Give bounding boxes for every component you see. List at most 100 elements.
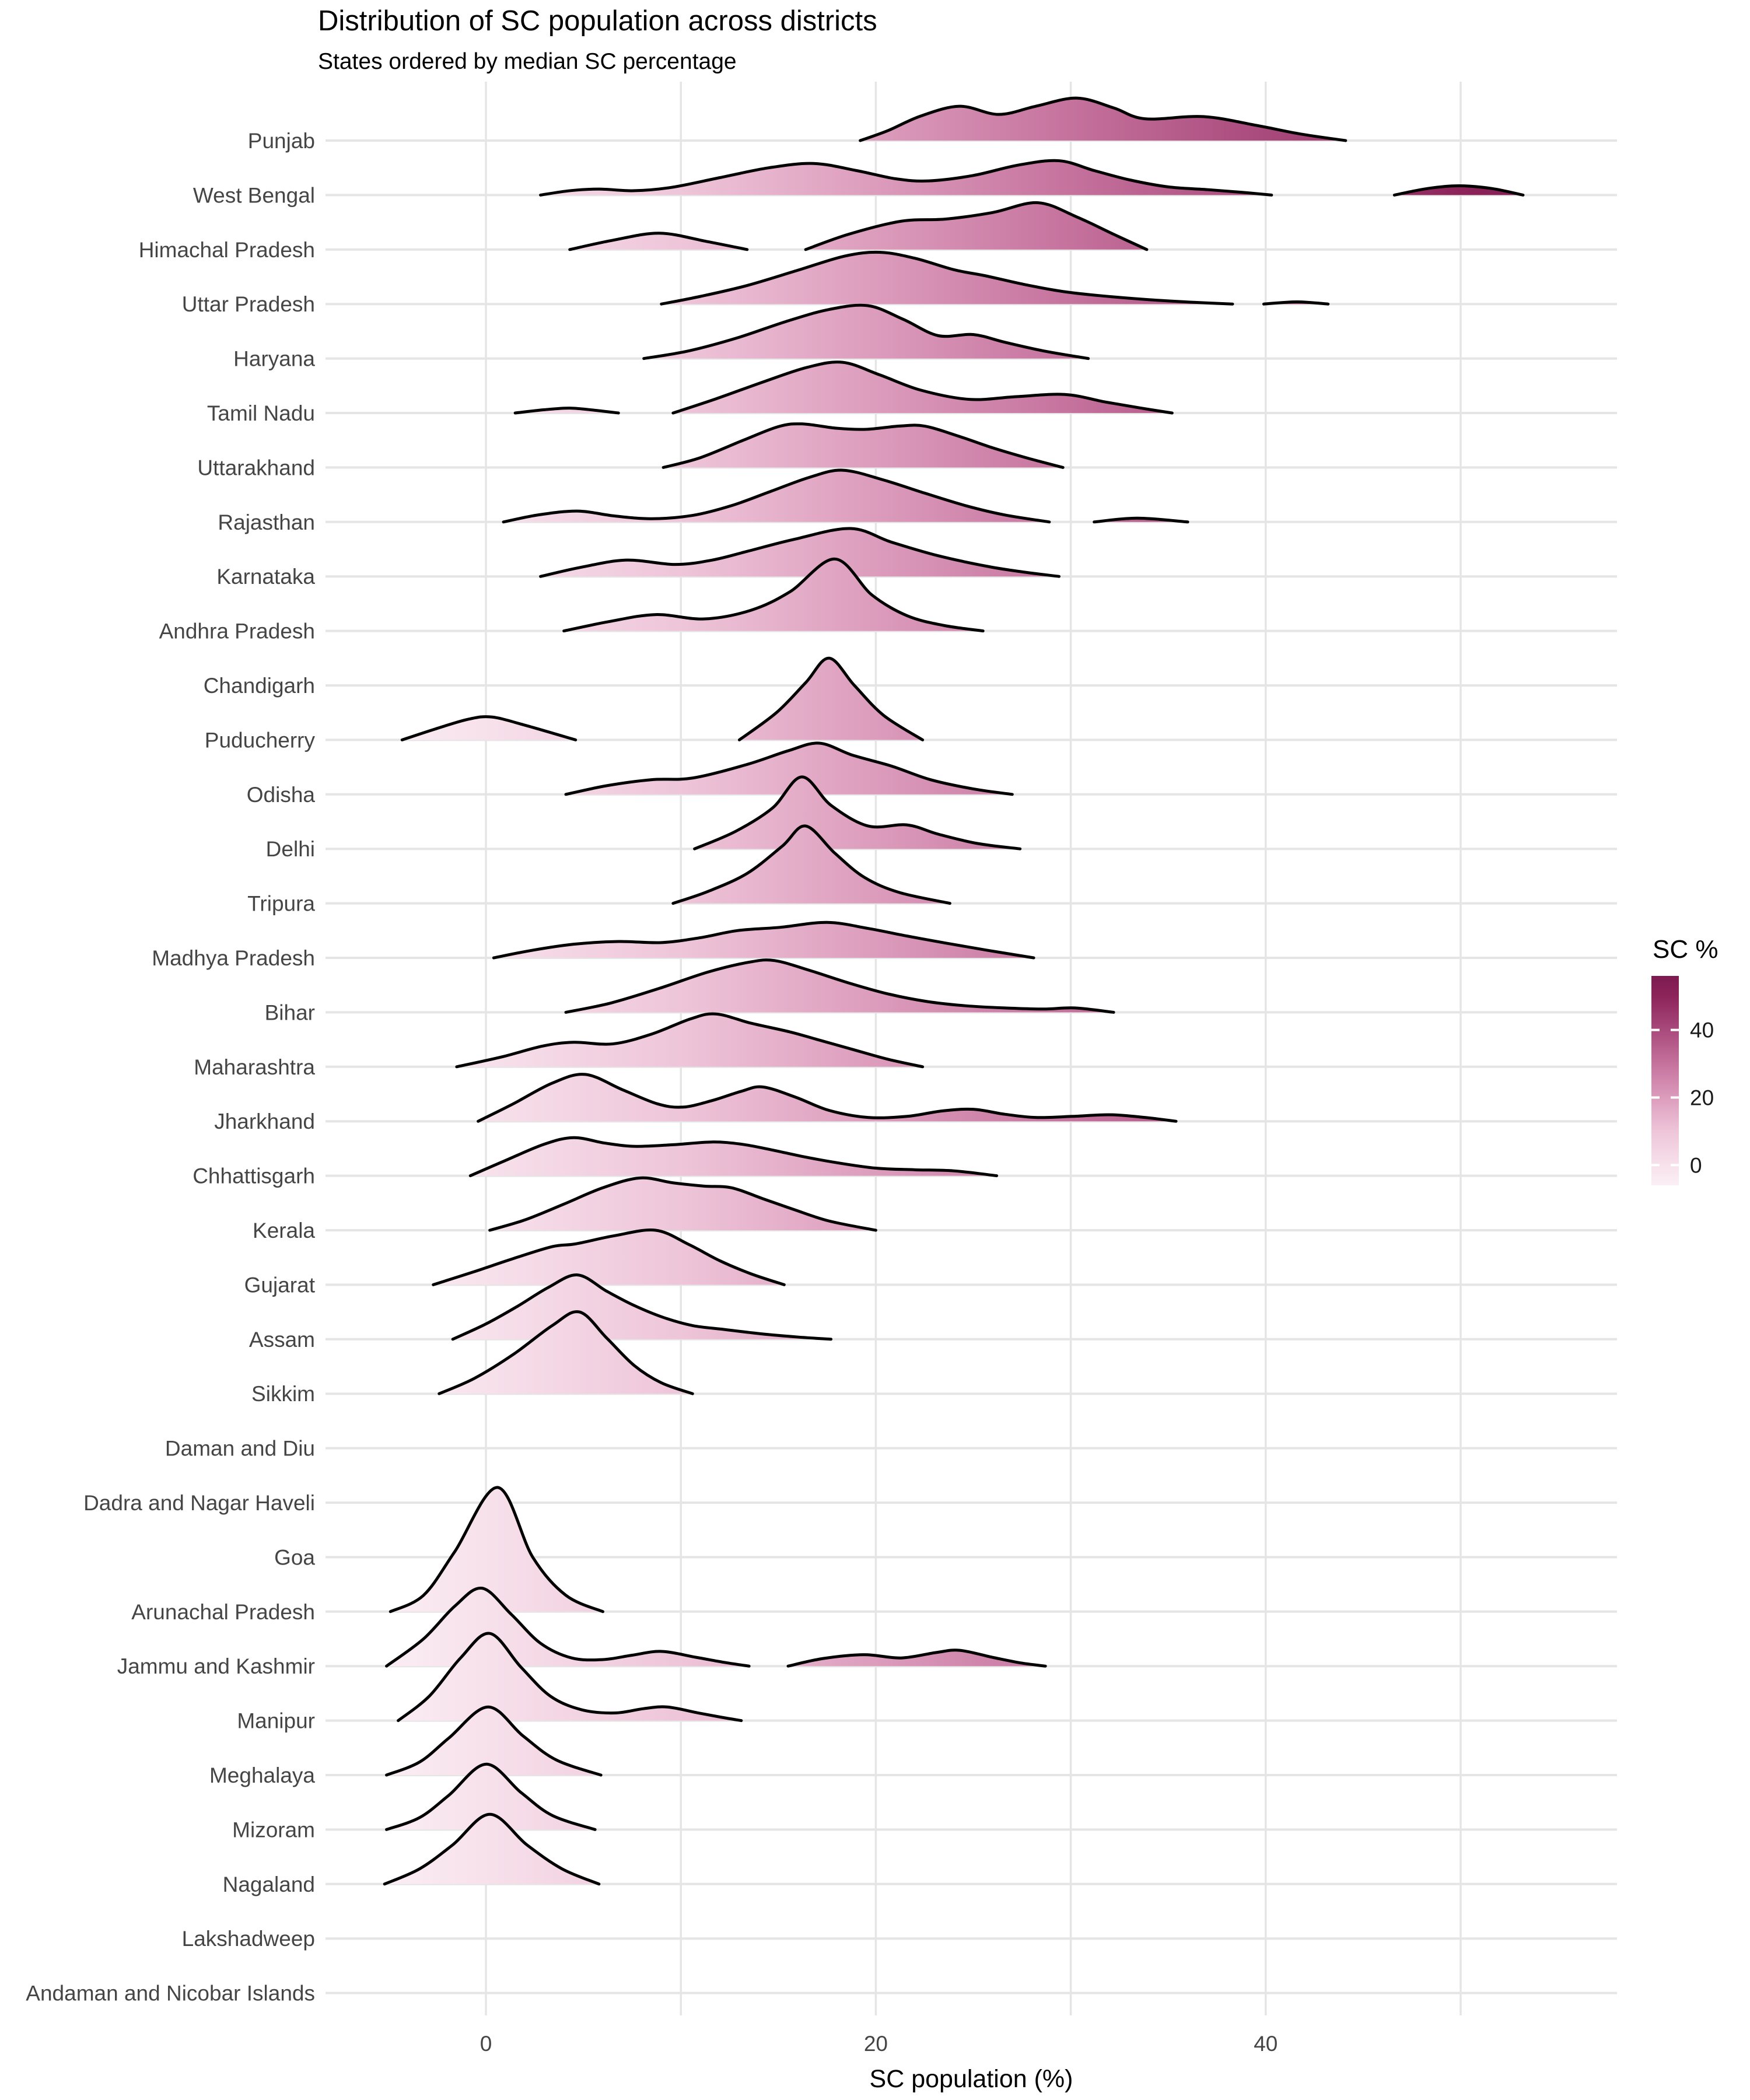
ridge-outline-jammu-and-kashmir — [786, 1648, 1047, 1668]
ridge-outline-uttar-pradesh — [660, 250, 1234, 306]
ridge-outline-himachal-pradesh — [568, 232, 749, 251]
legend-tick-label-20: 20 — [1690, 1086, 1714, 1110]
y-axis-label-goa: Goa — [274, 1545, 315, 1569]
y-axis-label-chhattisgarh: Chhattisgarh — [192, 1164, 315, 1188]
chart-title: Distribution of SC population across dis… — [318, 5, 877, 37]
ridge-fill-tripura — [673, 825, 950, 904]
ridge-outline-madhya-pradesh — [492, 921, 1035, 960]
ridge-outline-puducherry — [737, 656, 925, 741]
legend-title: SC % — [1653, 935, 1718, 964]
x-axis-tick-0: 0 — [480, 2032, 492, 2056]
ridge-outline-puducherry — [400, 715, 578, 741]
ridge-outline-rajasthan — [502, 468, 1051, 524]
y-axis-label-manipur: Manipur — [237, 1709, 315, 1733]
ridge-outline-himachal-pradesh — [804, 201, 1149, 251]
ridge-fill-uttarakhand — [663, 424, 1063, 468]
y-axis-label-west-bengal: West Bengal — [193, 183, 315, 207]
ridge-outline-nagaland — [383, 1812, 601, 1886]
ridge-outline-arunachal-pradesh — [388, 1486, 605, 1614]
ridge-fill-maharashtra — [456, 1013, 923, 1067]
ridge-fill-karnataka — [540, 528, 1059, 577]
ridge-fill-andhra-pradesh — [564, 559, 984, 631]
ridge-outline-rajasthan — [1093, 516, 1189, 524]
y-axis-label-puducherry: Puducherry — [205, 728, 316, 752]
ridge-outline-punjab — [859, 96, 1348, 142]
ridge-outline-maharashtra — [455, 1012, 925, 1069]
y-axis-label-andhra-pradesh: Andhra Pradesh — [159, 620, 315, 643]
y-axis-label-meghalaya: Meghalaya — [209, 1763, 315, 1787]
ridges — [383, 96, 1525, 1886]
y-axis-label-odisha: Odisha — [247, 783, 316, 807]
y-axis-label-mizoram: Mizoram — [232, 1818, 315, 1842]
ridge-outline-uttar-pradesh — [1262, 300, 1330, 306]
ridge-fill-puducherry — [402, 716, 576, 740]
y-axis-label-jammu-and-kashmir: Jammu and Kashmir — [117, 1654, 315, 1678]
y-axis-label-delhi: Delhi — [266, 837, 315, 861]
y-axis-label-madhya-pradesh: Madhya Pradesh — [152, 946, 315, 970]
ridge-outline-mizoram — [385, 1762, 597, 1831]
y-axis-label-bihar: Bihar — [265, 1000, 315, 1024]
y-axis-label-karnataka: Karnataka — [216, 565, 315, 589]
ridge-outline-jharkhand — [477, 1073, 1178, 1123]
ridge-outline-delhi — [693, 775, 1022, 850]
x-axis-title: SC population (%) — [869, 2065, 1073, 2093]
ridge-outline-uttarakhand — [662, 422, 1065, 469]
ridge-fill-meghalaya — [386, 1707, 601, 1775]
y-axis-label-maharashtra: Maharashtra — [194, 1055, 315, 1079]
ridge-outline-tripura — [671, 824, 951, 905]
ridge-fill-manipur — [398, 1633, 741, 1721]
y-axis-label-uttar-pradesh: Uttar Pradesh — [182, 292, 315, 316]
y-axis-label-lakshadweep: Lakshadweep — [182, 1927, 315, 1951]
y-axis-label-arunachal-pradesh: Arunachal Pradesh — [131, 1600, 315, 1624]
y-axis-label-sikkim: Sikkim — [251, 1382, 315, 1406]
ridge-fill-chhattisgarh — [470, 1138, 997, 1176]
ridge-outline-jammu-and-kashmir — [385, 1587, 751, 1668]
ridge-fill-jammu-and-kashmir — [788, 1650, 1046, 1667]
ridge-outline-tamil-nadu — [671, 360, 1174, 415]
ridge-fill-west-bengal — [1394, 186, 1523, 195]
ridge-fill-uttar-pradesh — [661, 252, 1233, 304]
y-axis-label-daman-and-diu: Daman and Diu — [165, 1437, 315, 1461]
legend: SC % 40 20 0 — [1651, 935, 1718, 1185]
ridge-fill-tamil-nadu — [515, 408, 619, 413]
y-axis-label-punjab: Punjab — [248, 129, 315, 153]
ridge-outline-west-bengal — [539, 159, 1273, 197]
y-axis-label-nagaland: Nagaland — [223, 1873, 315, 1896]
ridge-fill-rajasthan — [503, 470, 1049, 522]
ridge-outline-andhra-pradesh — [562, 557, 985, 633]
ridge-fill-tamil-nadu — [673, 362, 1172, 413]
ridge-outline-odisha — [564, 741, 1014, 796]
ridge-fill-himachal-pradesh — [806, 202, 1147, 250]
ridge-fill-odisha — [566, 743, 1013, 794]
ridge-fill-puducherry — [739, 658, 923, 740]
ridge-fill-gujarat — [433, 1230, 785, 1285]
ridge-outline-gujarat — [432, 1228, 786, 1286]
y-axis-label-uttarakhand: Uttarakhand — [197, 456, 315, 480]
ridge-fill-bihar — [566, 960, 1114, 1013]
ridge-outline-haryana — [642, 303, 1090, 360]
chart-subtitle: States ordered by median SC percentage — [318, 49, 737, 74]
ridge-fill-nagaland — [384, 1814, 599, 1884]
ridge-fill-haryana — [643, 305, 1088, 359]
y-axis-label-haryana: Haryana — [233, 347, 315, 371]
ridge-outline-west-bengal — [1392, 184, 1525, 197]
ridge-outline-tamil-nadu — [513, 407, 620, 415]
ridge-fill-assam — [453, 1275, 831, 1339]
ridge-fill-punjab — [860, 98, 1346, 141]
y-axis-label-himachal-pradesh: Himachal Pradesh — [139, 238, 315, 262]
grid — [326, 82, 1617, 2015]
x-axis-tick-20: 20 — [864, 2032, 888, 2056]
ridge-fill-jharkhand — [478, 1074, 1177, 1122]
legend-tick-label-0: 0 — [1690, 1153, 1702, 1177]
ridge-outline-chhattisgarh — [468, 1136, 999, 1178]
y-axis-label-tripura: Tripura — [247, 892, 315, 916]
legend-tick-label-40: 40 — [1690, 1019, 1714, 1042]
ridge-fill-himachal-pradesh — [569, 233, 747, 250]
ridge-outline-karnataka — [539, 527, 1061, 578]
x-axis-tick-40: 40 — [1254, 2032, 1278, 2056]
ridge-fill-mizoram — [386, 1764, 596, 1830]
ridge-outline-assam — [451, 1273, 833, 1341]
y-axis-label-rajasthan: Rajasthan — [218, 510, 315, 534]
